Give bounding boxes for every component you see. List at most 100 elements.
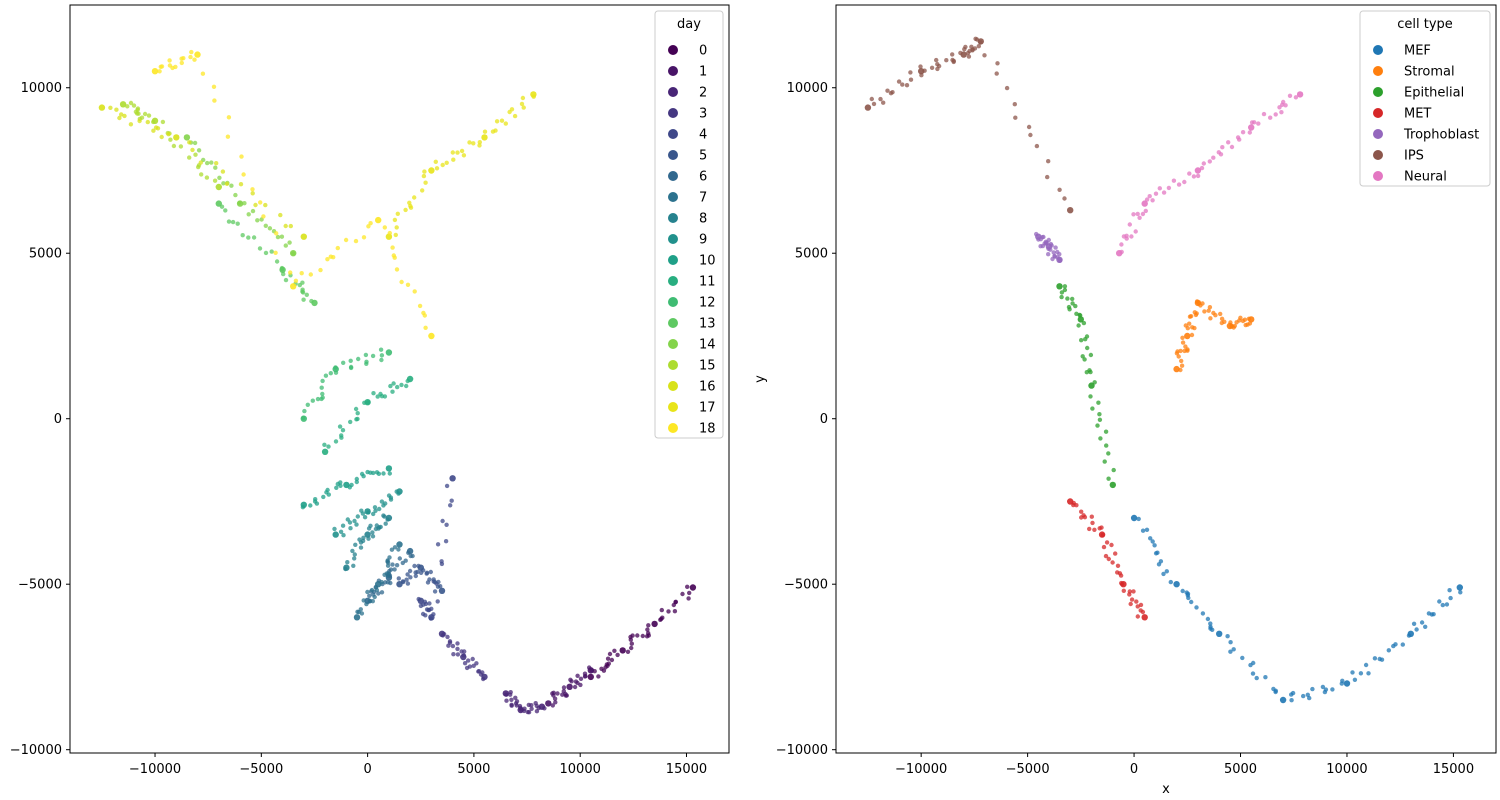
data-point (1088, 394, 1093, 399)
data-point (1228, 649, 1233, 654)
data-point (364, 359, 369, 364)
data-point (1283, 103, 1288, 108)
cell-type-scatter-points (864, 36, 1464, 704)
data-point (365, 469, 370, 475)
legend-label: 1 (699, 65, 707, 80)
data-point (406, 550, 411, 555)
data-point (578, 676, 584, 681)
data-point (568, 677, 573, 682)
data-point (367, 593, 372, 598)
data-point (1143, 208, 1149, 214)
data-point (1134, 599, 1139, 604)
data-point (1013, 115, 1018, 120)
data-point (1310, 686, 1315, 692)
data-point (412, 195, 417, 200)
data-point (1083, 337, 1088, 342)
data-point (422, 169, 427, 174)
data-point (425, 580, 431, 585)
legend-marker (668, 45, 678, 55)
legend-label: MET (1404, 107, 1431, 122)
data-point (377, 506, 382, 512)
data-point (1268, 115, 1273, 120)
data-point (1084, 370, 1090, 375)
data-point (1246, 316, 1252, 321)
data-point (467, 664, 473, 669)
data-point (200, 71, 206, 76)
series-9 (332, 488, 403, 538)
data-point (1176, 354, 1181, 359)
data-point (1148, 536, 1153, 541)
data-point (136, 111, 141, 116)
data-point (412, 289, 417, 294)
legend-marker (668, 423, 678, 433)
data-point (1238, 315, 1243, 320)
data-point (269, 249, 274, 254)
data-point (335, 245, 340, 251)
data-point (388, 383, 393, 389)
data-point (361, 235, 367, 240)
data-point (1104, 443, 1109, 448)
data-point (1207, 159, 1213, 164)
data-point (589, 668, 594, 673)
data-point (459, 649, 464, 654)
legend-box (654, 10, 724, 439)
data-point (1004, 85, 1010, 91)
data-point (211, 84, 217, 90)
data-point (1144, 527, 1150, 532)
data-point (167, 58, 172, 63)
legend-marker (668, 66, 678, 76)
data-point (199, 172, 204, 177)
series-met (1067, 498, 1148, 621)
data-point (512, 113, 518, 119)
data-point (349, 482, 354, 488)
data-point (192, 140, 198, 146)
data-point (1187, 171, 1192, 176)
data-point (1220, 145, 1225, 150)
data-point (1028, 132, 1033, 138)
data-point (376, 591, 381, 596)
data-point (354, 476, 359, 482)
data-point (358, 607, 363, 612)
data-point (258, 200, 263, 205)
legend-marker (1373, 108, 1383, 118)
data-point (462, 661, 468, 666)
data-point (449, 475, 456, 482)
data-point (1176, 182, 1182, 187)
series-neural (1116, 91, 1304, 257)
legend-box (1359, 10, 1491, 187)
data-point (1097, 412, 1102, 417)
data-point (433, 159, 438, 164)
data-point (1102, 459, 1107, 464)
data-point (438, 584, 443, 589)
data-point (1041, 234, 1046, 240)
data-point (1166, 185, 1172, 191)
data-point (1188, 314, 1194, 319)
data-point (1101, 544, 1107, 550)
data-point (381, 513, 386, 518)
data-point (427, 601, 432, 606)
data-point (405, 282, 411, 287)
data-point (1279, 110, 1284, 115)
data-point (273, 250, 278, 255)
data-point (224, 181, 230, 186)
data-point (1437, 599, 1442, 604)
legend-label: 7 (699, 191, 707, 206)
data-point (1109, 481, 1117, 489)
data-point (1082, 357, 1087, 362)
data-point (1106, 451, 1111, 456)
data-point (371, 470, 376, 476)
data-point (1234, 320, 1239, 325)
legend-label: 18 (699, 422, 716, 437)
data-point (1090, 406, 1095, 411)
data-point (1240, 130, 1246, 135)
data-point (687, 590, 692, 596)
data-point (550, 703, 555, 708)
data-point (288, 223, 293, 229)
data-point (326, 444, 331, 449)
data-point (467, 140, 472, 145)
data-point (1140, 528, 1146, 533)
data-point (1129, 597, 1135, 602)
data-point (970, 47, 975, 52)
legend-marker (668, 402, 678, 412)
data-point (288, 270, 293, 275)
